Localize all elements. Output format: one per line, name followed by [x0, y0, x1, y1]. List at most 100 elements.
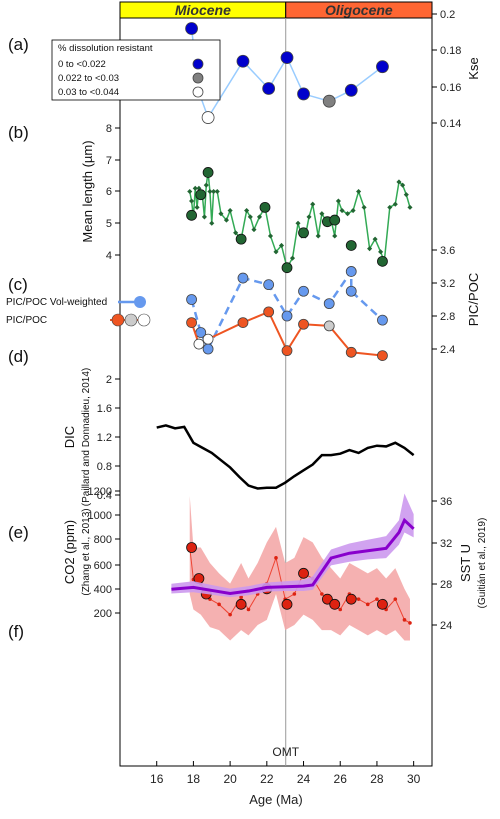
data-point-small [209, 220, 215, 226]
data-point [186, 294, 197, 305]
legend-swatch [192, 72, 204, 84]
data-point-small [310, 201, 316, 207]
data-point [298, 318, 309, 330]
y-axis-label: PIC/POC [466, 273, 481, 326]
x-axis-label: Age (Ma) [249, 792, 302, 807]
data-point-small [367, 246, 373, 252]
data-point [323, 298, 335, 310]
data-point [235, 233, 247, 245]
y-axis-label: CO2 (ppm) [62, 520, 77, 584]
data-point-small [393, 597, 398, 601]
data-point [345, 266, 357, 277]
y-tick-label: 32 [440, 538, 452, 550]
x-tick-label: 16 [150, 772, 164, 786]
y-tick-label: 3.2 [440, 278, 455, 290]
data-point [202, 333, 214, 345]
data-point-small [365, 602, 370, 607]
data-point-small [217, 602, 221, 607]
data-point [298, 285, 309, 297]
data-point-small [218, 211, 224, 217]
x-tick-label: 28 [370, 772, 384, 786]
series-line [171, 517, 415, 595]
panel-d: (d) 0.4 0.8 1.2 1.6 2 DIC (Paillard and Donnadi… [8, 347, 415, 506]
y-tick-label: 36 [440, 496, 452, 508]
data-point [202, 167, 214, 178]
data-point [323, 320, 335, 332]
data-point-small [403, 192, 409, 198]
data-point-small [295, 220, 301, 226]
series-0 [186, 495, 412, 641]
y-tick-label: 4 [106, 250, 112, 262]
data-point [377, 598, 388, 610]
data-point [345, 285, 357, 297]
y-tick-label: 3.6 [440, 245, 455, 257]
y-tick-label: 400 [94, 584, 112, 596]
legend-entry-label: 0.03 to <0.044 [58, 87, 119, 98]
data-point [263, 306, 275, 318]
data-point [186, 542, 197, 553]
y-tick-label: 0.18 [440, 45, 461, 57]
legend-swatch [111, 313, 125, 327]
data-point [376, 60, 389, 74]
x-tick-label: 26 [334, 772, 348, 786]
data-point-small [292, 592, 297, 596]
data-point [377, 255, 388, 267]
y-tick-label: 0.14 [440, 118, 461, 130]
data-point-small [408, 621, 412, 625]
data-point [186, 317, 197, 329]
data-point-small [246, 607, 251, 612]
data-point [297, 87, 310, 101]
series-0 [186, 167, 413, 274]
data-point [329, 214, 341, 226]
x-axis: 16 18 20 22 24 26 28 30 [150, 761, 421, 786]
y-tick-label: 28 [440, 579, 452, 591]
data-point-small [207, 188, 213, 195]
series-0 [171, 493, 415, 598]
data-point [281, 598, 293, 610]
data-point-small [375, 597, 379, 601]
data-point-small [189, 198, 195, 204]
plot-frame [119, 17, 433, 767]
data-point [321, 593, 333, 605]
data-point [345, 240, 357, 251]
y-axis-sublabel: (Zhang et al., 2013) [81, 508, 92, 595]
legend-entry-label: PIC/POC Vol-weighted [6, 297, 107, 308]
data-point-small [201, 214, 207, 220]
data-point [201, 111, 215, 124]
y-axis-sublabel: (Paillard and Donnadieu, 2014) [81, 368, 92, 506]
legend-swatch [124, 313, 138, 327]
y-tick-label: 0.16 [440, 82, 461, 94]
y-axis-label: Kse [466, 57, 481, 79]
data-point-small [335, 198, 341, 204]
data-point [202, 343, 214, 355]
data-point [298, 567, 309, 579]
data-point [377, 350, 388, 362]
data-point [281, 262, 293, 274]
data-point-small [361, 204, 367, 210]
panel-e: (e) 36 32 28 24 SST U (Guitián et al., 2019) [8, 495, 488, 641]
y-tick-label: 24 [440, 620, 452, 632]
y-tick-label: 2.8 [440, 311, 455, 323]
data-point [259, 201, 271, 213]
data-point-small [407, 204, 413, 210]
data-point [185, 22, 198, 35]
data-point-small [203, 182, 209, 188]
data-point [263, 279, 275, 291]
data-point-small [194, 204, 200, 210]
data-point-small [256, 214, 263, 220]
y-tick-label: 5 [106, 218, 112, 230]
data-point-small [187, 188, 193, 195]
data-point-small [332, 233, 338, 239]
legend-picpoc: PIC/POC Vol-weighted PIC/POC [6, 296, 151, 327]
epoch-bar: Miocene Oligocene [119, 1, 433, 19]
data-point [322, 94, 336, 108]
y-tick-label: 0.8 [97, 461, 112, 473]
legend-title: % dissolution resistant [58, 43, 153, 54]
data-point-small [396, 179, 402, 185]
data-point [345, 346, 357, 358]
y-tick-label: 1.2 [97, 432, 112, 444]
data-point-small [192, 185, 198, 191]
data-point-small [274, 556, 278, 560]
legend-swatch [192, 58, 204, 70]
series-0 [156, 424, 415, 490]
